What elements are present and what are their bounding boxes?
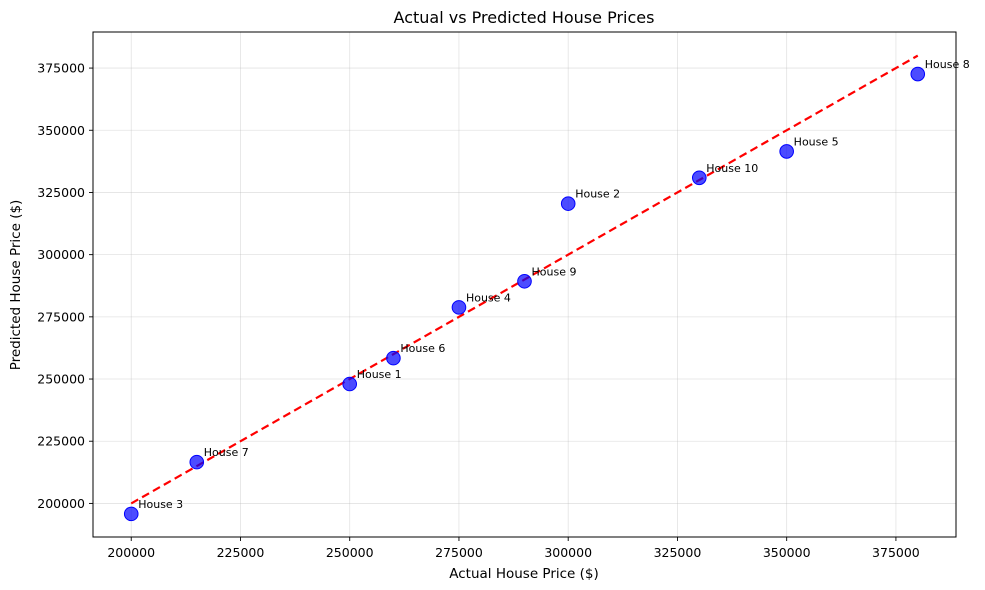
y-axis: 200000 225000 250000 275000 300000 325000 3500… bbox=[37, 61, 93, 511]
data-point bbox=[517, 273, 532, 289]
data-point bbox=[451, 300, 467, 315]
data-point-label: House 4 bbox=[466, 291, 511, 304]
y-tick-label: 225000 bbox=[37, 434, 85, 449]
data-point-label: House 10 bbox=[706, 162, 758, 175]
y-tick-label: 250000 bbox=[37, 372, 85, 387]
y-tick-label: 325000 bbox=[37, 185, 85, 200]
y-tick-label: 275000 bbox=[37, 309, 85, 324]
x-tick-label: 200000 bbox=[107, 545, 155, 560]
y-tick-label: 300000 bbox=[37, 247, 85, 262]
y-axis-title: Predicted House Price ($) bbox=[8, 200, 24, 371]
data-point bbox=[910, 66, 926, 82]
points-layer bbox=[123, 66, 926, 522]
x-tick-label: 300000 bbox=[544, 545, 592, 560]
point-labels-layer: House 1 House 2 House 3 House 4 House 5 House… bbox=[138, 58, 970, 511]
data-point-label: House 3 bbox=[138, 498, 183, 511]
data-point bbox=[123, 506, 139, 522]
x-tick-label: 350000 bbox=[763, 545, 811, 560]
x-tick-label: 275000 bbox=[435, 545, 483, 560]
data-point-label: House 9 bbox=[532, 265, 577, 278]
data-point bbox=[386, 350, 401, 366]
y-tick-label: 375000 bbox=[37, 61, 85, 76]
data-point-label: House 6 bbox=[400, 342, 445, 355]
data-point bbox=[779, 144, 794, 159]
y-tick-label: 200000 bbox=[37, 496, 85, 511]
data-point-label: House 2 bbox=[575, 188, 620, 201]
data-point-label: House 1 bbox=[357, 368, 402, 381]
data-point bbox=[560, 196, 576, 211]
chart-title: Actual vs Predicted House Prices bbox=[394, 8, 655, 27]
data-point-label: House 5 bbox=[794, 135, 839, 148]
grid bbox=[93, 32, 956, 537]
data-point bbox=[691, 170, 707, 186]
data-point bbox=[342, 376, 358, 392]
x-axis: 200000 225000 250000 275000 300000 325000 3500… bbox=[107, 537, 920, 560]
data-point-label: House 7 bbox=[204, 446, 249, 459]
x-tick-label: 225000 bbox=[217, 545, 265, 560]
x-tick-label: 325000 bbox=[654, 545, 702, 560]
x-tick-label: 375000 bbox=[872, 545, 920, 560]
x-axis-title: Actual House Price ($) bbox=[449, 566, 599, 582]
data-point-label: House 8 bbox=[925, 58, 970, 71]
plot-frame bbox=[92, 31, 957, 538]
x-tick-label: 250000 bbox=[326, 545, 374, 560]
data-point bbox=[189, 454, 205, 470]
y-tick-label: 350000 bbox=[37, 123, 85, 138]
